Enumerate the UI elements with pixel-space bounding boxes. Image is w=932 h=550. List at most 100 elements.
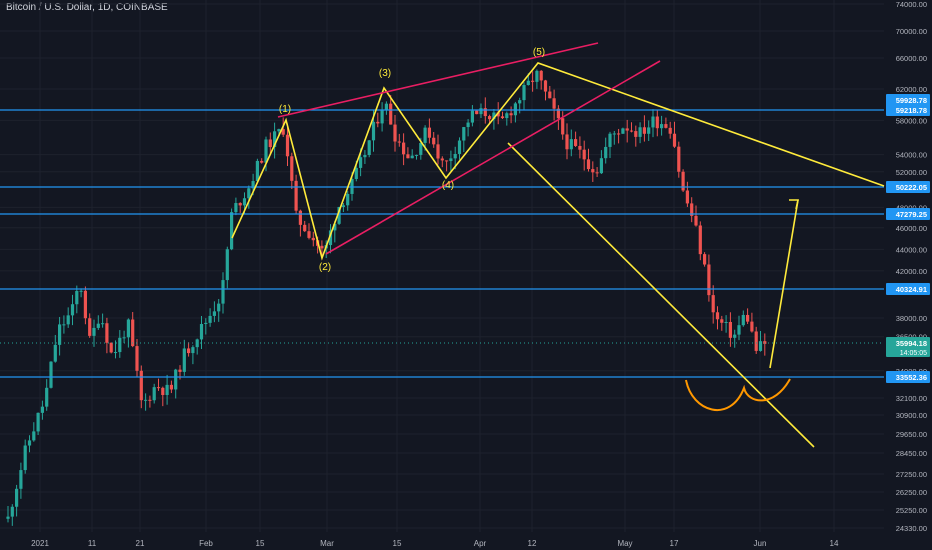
candle	[182, 339, 186, 376]
level-badge[interactable]: 59218.78	[886, 104, 930, 116]
candle	[651, 109, 655, 138]
candle	[144, 393, 148, 411]
candle	[15, 484, 19, 517]
candle	[195, 338, 199, 355]
x-tick-label: 15	[393, 539, 402, 548]
candle	[414, 154, 419, 160]
level-badge[interactable]: 50222.05	[886, 181, 930, 193]
candle	[518, 97, 522, 114]
candle	[604, 137, 608, 164]
svg-text:59218.78: 59218.78	[896, 106, 927, 115]
x-tick-label: 14	[830, 539, 839, 548]
svg-text:47279.25: 47279.25	[896, 210, 927, 219]
candle	[234, 197, 238, 216]
level-badge-extra[interactable]: 59928.78	[886, 94, 930, 106]
candle	[23, 439, 27, 474]
candle	[543, 79, 548, 101]
candle	[470, 105, 474, 127]
upper-channel-line[interactable]	[277, 42, 599, 118]
candle	[565, 123, 569, 160]
level-badge[interactable]: 33552.36	[886, 371, 930, 383]
candle	[694, 205, 698, 227]
candle	[509, 106, 513, 124]
candle	[655, 110, 659, 137]
candle	[629, 122, 634, 133]
candle	[204, 318, 208, 335]
candle	[92, 319, 96, 347]
candle	[27, 435, 32, 453]
impulse-wave-line[interactable]	[231, 62, 885, 261]
candle	[32, 422, 36, 442]
lower-channel-line[interactable]	[325, 60, 661, 255]
candle	[488, 114, 492, 124]
candle	[513, 101, 517, 123]
candle	[432, 132, 436, 148]
time-axis[interactable]: 2021 11 21 Feb 15 Mar 15 Apr 12 May 17 Jun 14	[31, 539, 839, 548]
candle	[402, 133, 406, 166]
svg-text:14:05:05: 14:05:05	[900, 350, 927, 357]
candle	[522, 82, 526, 110]
candle	[79, 288, 83, 298]
candle	[328, 224, 333, 254]
candle	[384, 101, 388, 115]
wave-label: (5)	[533, 47, 545, 58]
candle	[445, 160, 449, 172]
projection-arrow-line[interactable]	[769, 199, 799, 369]
candle	[148, 395, 152, 408]
candle	[221, 272, 225, 314]
candle	[174, 368, 178, 399]
candle	[113, 340, 118, 359]
level-badge[interactable]: 47279.25	[886, 208, 930, 220]
candle	[70, 294, 75, 326]
candle	[105, 317, 109, 354]
candle	[703, 252, 707, 267]
candle	[698, 221, 702, 261]
candle	[758, 330, 763, 352]
y-tick-label: 26250.00	[896, 488, 927, 497]
candle	[746, 308, 750, 324]
x-tick-label: Feb	[199, 539, 213, 548]
x-tick-label: Mar	[320, 539, 334, 548]
candle	[397, 133, 401, 147]
candle	[311, 231, 315, 247]
candle	[561, 111, 565, 140]
candle	[569, 129, 573, 157]
price-axis[interactable]: 74000.00 70000.00 66000.00 62000.00 58000.00…	[886, 0, 930, 533]
current-price-badge[interactable]: 35994.18 14:05:05	[886, 337, 930, 357]
wave-label: (4)	[442, 180, 454, 191]
lower-trend-line[interactable]	[507, 142, 815, 448]
candle	[238, 202, 242, 213]
candle	[505, 111, 509, 126]
candle	[53, 334, 57, 363]
candle	[685, 181, 689, 207]
candle	[440, 156, 444, 168]
candle	[638, 122, 642, 144]
candle	[707, 254, 711, 302]
x-tick-label: 11	[88, 539, 97, 548]
level-badge[interactable]: 40324.91	[886, 283, 930, 295]
y-tick-label: 38000.00	[896, 314, 927, 323]
y-tick-label: 58000.00	[896, 116, 927, 125]
candle	[131, 312, 135, 348]
candle	[191, 345, 195, 365]
candle	[58, 316, 62, 356]
candle	[62, 315, 66, 334]
candle	[346, 190, 350, 211]
y-tick-label: 54000.00	[896, 151, 927, 160]
candle	[199, 316, 204, 349]
wave-label: (2)	[319, 262, 331, 273]
x-tick-label: Jun	[754, 539, 767, 548]
candle	[290, 152, 294, 189]
candle	[367, 139, 371, 158]
support-resistance-lines	[0, 109, 884, 378]
y-tick-label: 24330.00	[896, 524, 927, 533]
y-tick-label: 28450.00	[896, 449, 927, 458]
double-bottom-curve[interactable]	[685, 378, 791, 411]
candle	[681, 169, 685, 193]
projection-arrowhead[interactable]	[789, 199, 799, 210]
candle	[457, 137, 462, 160]
candle	[621, 127, 625, 134]
candle	[273, 122, 277, 159]
candle	[40, 400, 44, 420]
